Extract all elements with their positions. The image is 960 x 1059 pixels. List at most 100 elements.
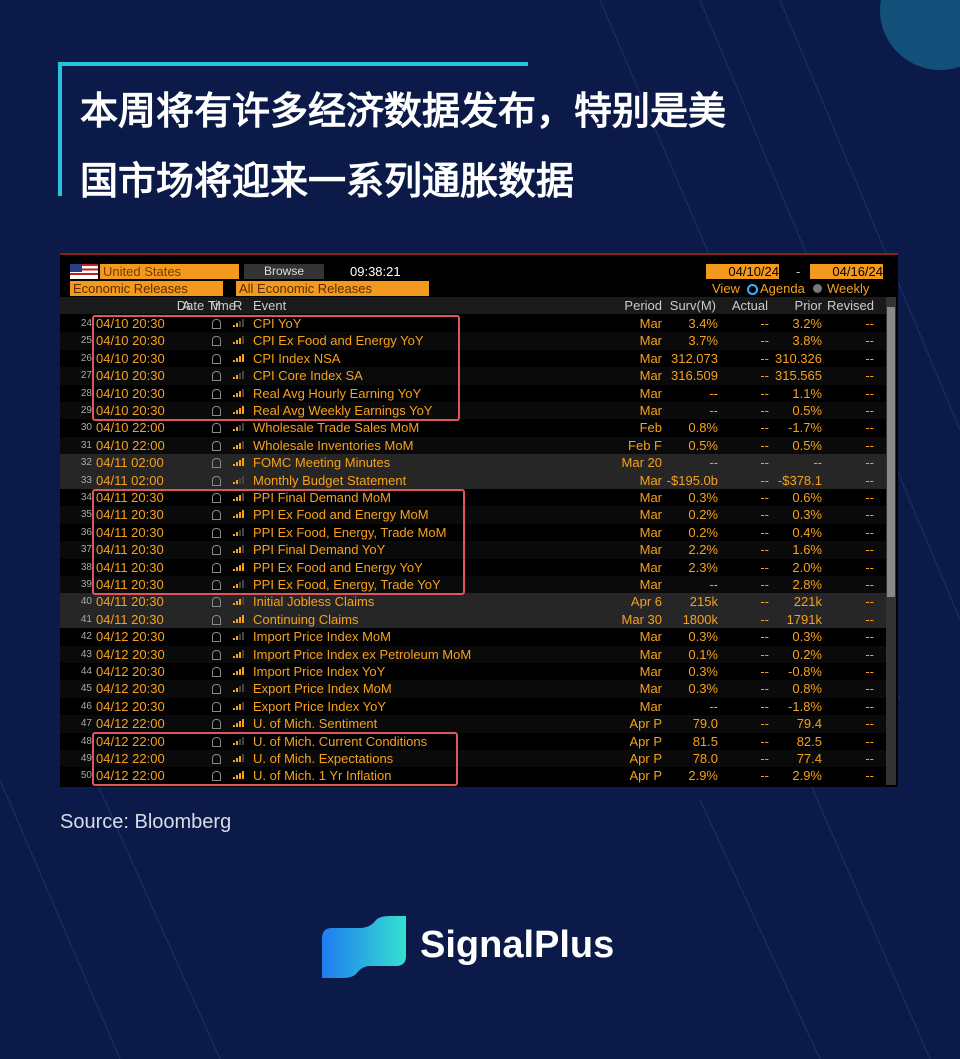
alert-icon[interactable] (212, 388, 221, 399)
event-row[interactable]: 39 04/11 20:30 PPI Ex Food, Energy, Trade … (60, 576, 886, 594)
filter-field[interactable]: All Economic Releases (236, 281, 429, 296)
alert-icon[interactable] (212, 736, 221, 747)
event-row[interactable]: 43 04/12 20:30 Import Price Index ex Petro… (60, 645, 886, 663)
event-row[interactable]: 25 04/10 20:30 CPI Ex Food and Energy YoY M… (60, 332, 886, 350)
event-row[interactable]: 47 04/12 22:00 U. of Mich. Sentiment Apr P 7… (60, 715, 886, 733)
weekly-option[interactable]: Weekly (827, 281, 870, 296)
alert-icon[interactable] (212, 353, 221, 364)
alert-icon[interactable] (212, 545, 221, 556)
alert-icon[interactable] (212, 632, 221, 643)
event-row[interactable]: 26 04/10 20:30 CPI Index NSA Mar 312.073 -- 31… (60, 349, 886, 368)
row-number: 41 (80, 613, 92, 625)
cell: 316.509 (671, 368, 718, 384)
column-label: Surv(M) (669, 298, 716, 313)
relevance-bar (233, 533, 235, 536)
event-row[interactable]: 29 04/10 20:30 Real Avg Weekly Earnings Yo… (60, 402, 886, 420)
relevance-bar (233, 342, 235, 345)
alert-icon[interactable] (212, 667, 221, 677)
event-row[interactable]: 30 04/10 22:00 Wholesale Trade Sales MoM Fe… (60, 419, 886, 437)
scrollbar[interactable] (886, 297, 896, 785)
event-row[interactable]: 33 04/11 02:00 Monthly Budget Statement Mar… (60, 471, 886, 489)
relevance-bar (242, 614, 244, 623)
alert-icon[interactable] (212, 614, 221, 625)
alert-icon[interactable] (212, 580, 221, 590)
relevance-bar (236, 566, 238, 571)
cell: Wholesale Trade Sales MoM (253, 420, 420, 436)
cell: Initial Jobless Claims (253, 594, 375, 610)
alert-icon[interactable] (212, 371, 221, 382)
alert-icon[interactable] (212, 701, 221, 712)
cell: CPI Core Index SA (253, 368, 363, 384)
alert-icon[interactable] (212, 771, 221, 782)
event-row[interactable]: 24 04/10 20:30 CPI YoY Mar 3.4% -- 3.2% -- (60, 315, 886, 333)
event-row[interactable]: 35 04/11 20:30 PPI Ex Food and Energy MoM M… (60, 506, 886, 524)
relevance-bar (239, 425, 241, 432)
alert-icon[interactable] (212, 423, 221, 434)
event-row[interactable]: 45 04/12 20:30 Export Price Index MoM Mar 0.… (60, 680, 886, 698)
agenda-option[interactable]: Agenda (760, 281, 805, 296)
alert-icon[interactable] (212, 458, 221, 469)
cell: Mar (639, 698, 662, 714)
relevance-bar (236, 323, 238, 327)
end-date[interactable]: 04/16/24 (810, 264, 883, 279)
cell: Mar (639, 559, 662, 575)
start-date[interactable]: 04/10/24 (706, 264, 779, 279)
cell: 79.0 (692, 716, 718, 732)
country-field[interactable]: United States (100, 264, 239, 279)
event-row[interactable]: 41 04/11 20:30 Continuing Claims Mar 30 1800… (60, 610, 886, 629)
alert-icon[interactable] (212, 649, 221, 660)
event-row[interactable]: 44 04/12 20:30 Import Price Index YoY Mar 0.… (60, 663, 886, 681)
relevance-bar (242, 719, 244, 728)
alert-icon[interactable] (212, 510, 221, 521)
cell: 0.3% (792, 629, 822, 645)
relevance-bar (236, 636, 238, 641)
relevance-bar (233, 777, 235, 780)
event-row[interactable]: 49 04/12 22:00 U. of Mich. Expectations Apr… (60, 750, 886, 768)
row-number: 26 (80, 352, 92, 364)
event-row[interactable]: 27 04/10 20:30 CPI Core Index SA Mar 316.509… (60, 367, 886, 385)
alert-icon[interactable] (212, 719, 221, 730)
event-row[interactable]: 34 04/11 20:30 PPI Final Demand MoM Mar 0.3%… (60, 489, 886, 507)
event-row[interactable]: 42 04/12 20:30 Import Price Index MoM Mar 0.… (60, 628, 886, 646)
relevance-bar (236, 531, 238, 536)
alert-icon[interactable] (212, 597, 221, 608)
alert-icon[interactable] (212, 440, 221, 451)
event-row[interactable]: 50 04/12 22:00 U. of Mich. 1 Yr Inflation A… (60, 767, 886, 785)
radio[interactable] (813, 284, 822, 293)
cell: CPI YoY (253, 316, 302, 331)
event-row[interactable]: 31 04/10 22:00 Wholesale Inventories MoM Fe… (60, 436, 886, 455)
event-row[interactable]: 32 04/11 02:00 FOMC Meeting Minutes Mar 20 -… (60, 454, 886, 472)
alert-icon[interactable] (212, 336, 221, 347)
alert-icon[interactable] (212, 475, 221, 486)
relevance-bar (236, 479, 238, 484)
event-row[interactable]: 37 04/11 20:30 PPI Final Demand YoY Mar 2.2%… (60, 541, 886, 559)
alert-icon[interactable] (212, 406, 221, 416)
relevance-bar (233, 707, 235, 710)
cell: -- (865, 768, 874, 784)
alert-icon[interactable] (212, 319, 221, 329)
relevance-bar (242, 371, 244, 380)
alert-icon[interactable] (212, 754, 221, 764)
event-row[interactable]: 48 04/12 22:00 U. of Mich. Current Conditi… (60, 732, 886, 750)
event-row[interactable]: 36 04/11 20:30 PPI Ex Food, Energy, Trade … (60, 523, 886, 542)
column-label: Prior (794, 298, 822, 313)
relevance-bar (236, 462, 238, 467)
alert-icon[interactable] (212, 493, 221, 503)
row-number: 43 (80, 648, 92, 660)
alert-icon[interactable] (212, 527, 221, 538)
event-row[interactable]: 40 04/11 20:30 Initial Jobless Claims Apr 6… (60, 593, 886, 611)
alert-icon[interactable] (212, 684, 221, 695)
cell: -- (760, 507, 769, 523)
cell: -- (865, 490, 874, 505)
filter-field[interactable]: Economic Releases (70, 281, 223, 296)
relevance-bar (239, 669, 241, 675)
cell: PPI Ex Food, Energy, Trade YoY (253, 577, 441, 592)
radio[interactable] (747, 284, 758, 295)
browse-button[interactable]: Browse (244, 264, 324, 279)
alert-icon[interactable] (212, 562, 221, 573)
event-row[interactable]: 28 04/10 20:30 Real Avg Hourly Earning YoY… (60, 384, 886, 402)
cell: CPI Ex Food and Energy YoY (253, 333, 424, 349)
relevance-bar (236, 618, 238, 623)
event-row[interactable]: 46 04/12 20:30 Export Price Index YoY Mar --… (60, 697, 886, 716)
event-row[interactable]: 38 04/11 20:30 PPI Ex Food and Energy YoY M… (60, 558, 886, 576)
